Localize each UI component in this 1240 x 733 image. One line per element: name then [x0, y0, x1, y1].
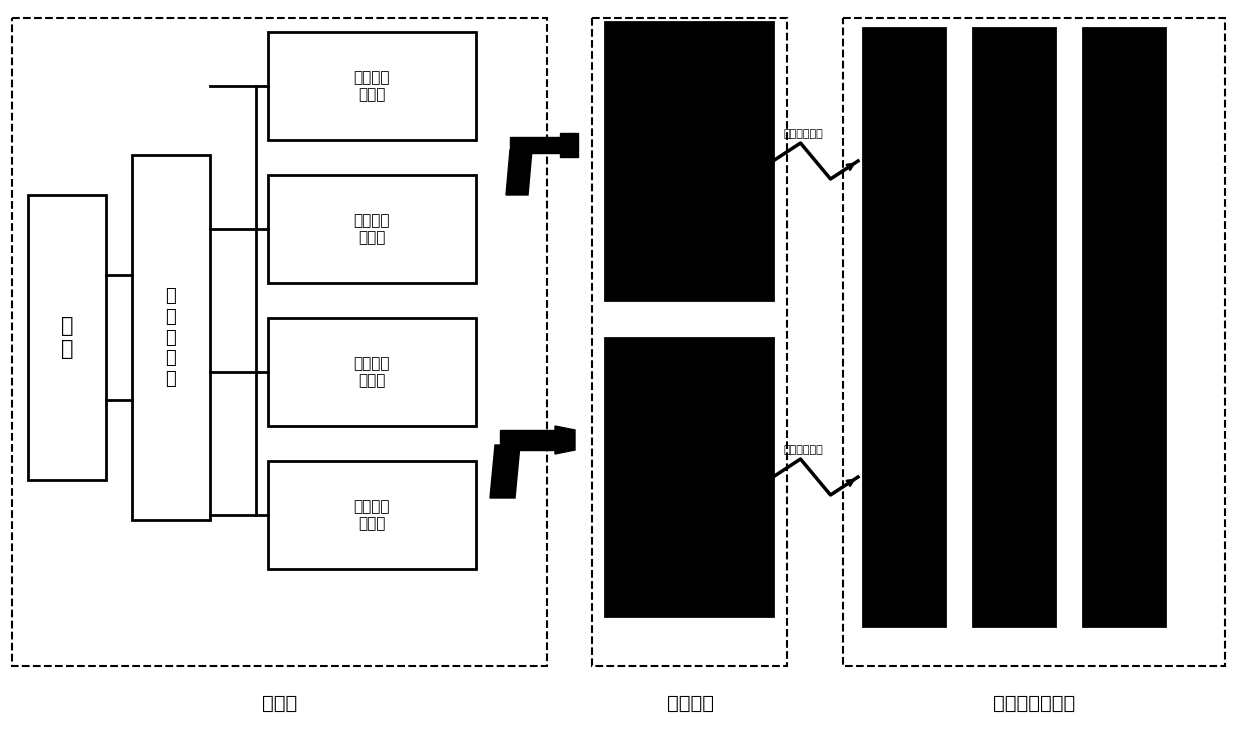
Bar: [863, 28, 945, 626]
Text: 加密无线传输: 加密无线传输: [782, 129, 823, 139]
Text: 双枪直流
充电机: 双枪直流 充电机: [353, 213, 391, 246]
Polygon shape: [490, 445, 520, 498]
Text: 检测装置: 检测装置: [667, 693, 713, 712]
Bar: [12, 18, 547, 666]
Bar: [268, 175, 476, 283]
Bar: [268, 318, 476, 426]
Bar: [605, 22, 773, 300]
Bar: [591, 18, 787, 666]
Bar: [268, 32, 476, 140]
Polygon shape: [556, 426, 575, 454]
Polygon shape: [510, 137, 560, 153]
Bar: [268, 461, 476, 569]
Text: 配
电
变
压
器: 配 电 变 压 器: [166, 287, 176, 388]
Text: 云检测服务系统: 云检测服务系统: [993, 693, 1075, 712]
Bar: [973, 28, 1055, 626]
Text: 三相交流
充电桩: 三相交流 充电桩: [353, 498, 391, 531]
Bar: [843, 18, 1225, 666]
Bar: [29, 195, 105, 480]
Bar: [605, 338, 773, 616]
Polygon shape: [560, 133, 578, 157]
Text: 加密无线传输: 加密无线传输: [782, 445, 823, 455]
Text: 单相交流
充电桩: 单相交流 充电桩: [353, 356, 391, 388]
Text: 单枪直流
充电机: 单枪直流 充电机: [353, 70, 391, 102]
Text: 充电站: 充电站: [263, 693, 298, 712]
Polygon shape: [506, 150, 532, 195]
Polygon shape: [500, 430, 556, 450]
Bar: [1083, 28, 1166, 626]
Bar: [131, 155, 210, 520]
Text: 电
网: 电 网: [61, 316, 73, 359]
